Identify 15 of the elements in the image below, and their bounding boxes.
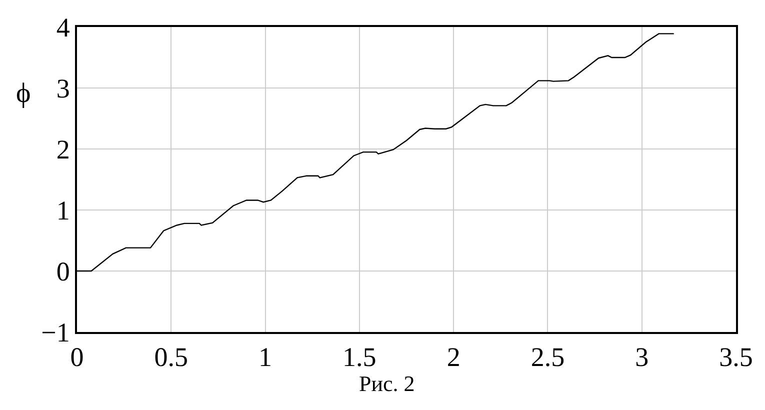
- x-tick-label: 3: [635, 342, 649, 372]
- y-tick-label: 4: [56, 12, 70, 42]
- y-tick-label: 1: [56, 195, 70, 226]
- y-tick-label: −1: [41, 317, 70, 348]
- y-tick-label: 3: [56, 73, 70, 104]
- text: Рис. 2: [359, 371, 415, 396]
- x-tick-label: 1: [258, 342, 272, 372]
- y-axis-title: ϕ: [16, 78, 31, 109]
- x-tick-label: 3.5: [719, 342, 753, 372]
- y-tick-label: 2: [56, 134, 70, 164]
- x-tick-label: 1.5: [342, 342, 376, 372]
- y-tick-label: 0: [56, 256, 70, 286]
- x-tick-label: 0.5: [154, 342, 188, 372]
- x-tick-label: 2.5: [530, 342, 565, 372]
- x-tick-label: 2: [446, 342, 460, 372]
